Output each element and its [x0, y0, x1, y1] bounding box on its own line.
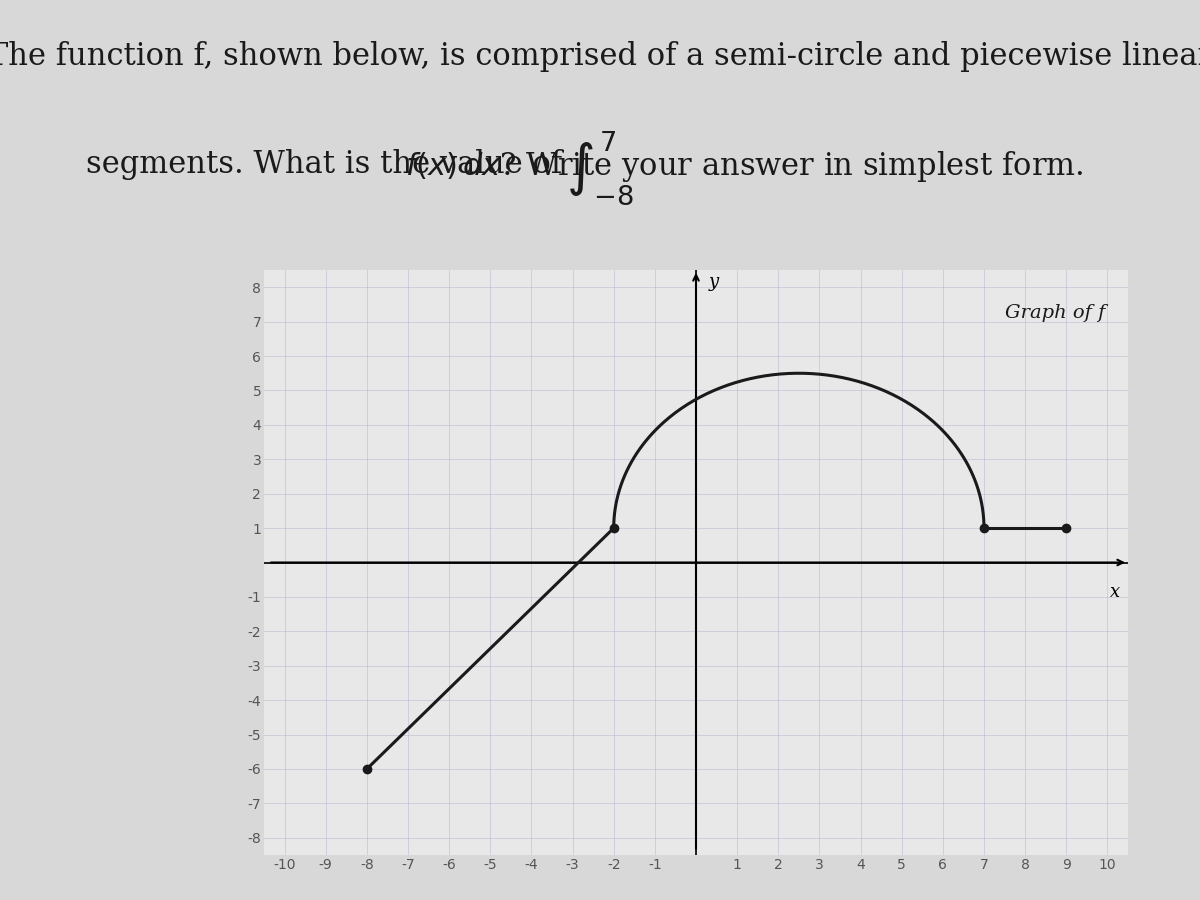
Text: The function f, shown below, is comprised of a semi-circle and piecewise linear: The function f, shown below, is comprise…: [0, 40, 1200, 71]
Text: y: y: [708, 274, 719, 292]
Text: segments. What is the value of: segments. What is the value of: [86, 148, 562, 179]
Text: $\int_{-8}^{7}$: $\int_{-8}^{7}$: [566, 130, 634, 207]
Text: Graph of f: Graph of f: [1004, 304, 1105, 322]
Text: x: x: [1110, 583, 1120, 601]
Text: $f(x)\,dx$? Write your answer in simplest form.: $f(x)\,dx$? Write your answer in simples…: [404, 148, 1084, 184]
